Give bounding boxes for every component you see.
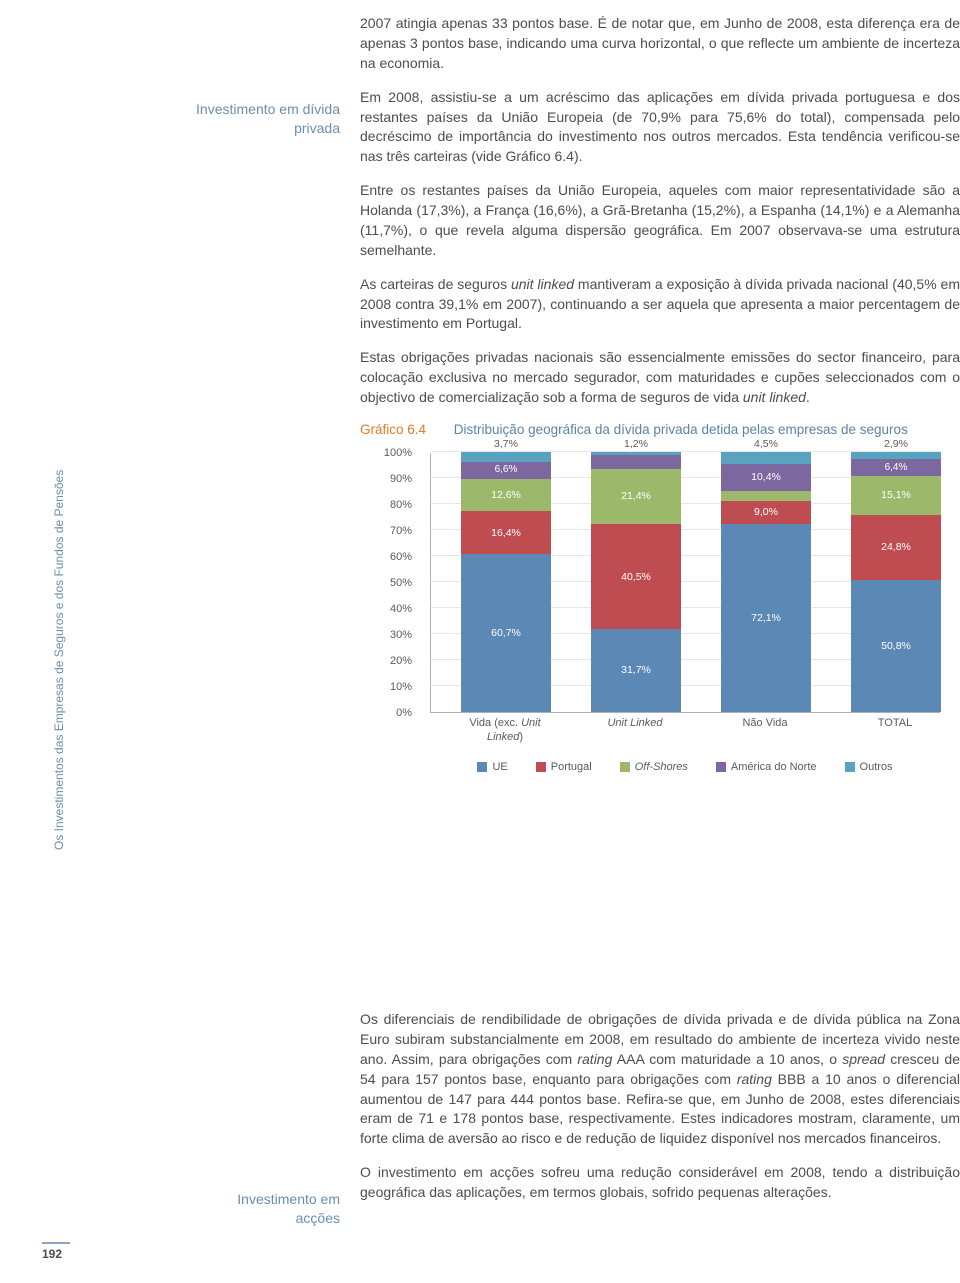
legend-swatch — [845, 762, 855, 772]
text: . — [806, 389, 810, 405]
legend-swatch — [477, 762, 487, 772]
body-block-1: 2007 atingia apenas 33 pontos base. É de… — [360, 14, 960, 793]
text-italic: spread — [842, 1051, 885, 1067]
legend-swatch — [536, 762, 546, 772]
paragraph: 2007 atingia apenas 33 pontos base. É de… — [360, 14, 960, 74]
legend-swatch — [620, 762, 630, 772]
y-tick: 100% — [384, 447, 412, 459]
legend-item-offshores: Off-Shores — [620, 761, 688, 773]
segment-outros — [721, 452, 811, 464]
x-label: Não Vida — [720, 717, 810, 731]
sidebar-vertical-title: Os Investimentos das Empresas de Seguros… — [40, 440, 60, 850]
y-tick: 30% — [390, 629, 412, 641]
paragraph: O investimento em acções sofreu uma redu… — [360, 1163, 960, 1203]
legend-item-america: América do Norte — [716, 761, 817, 773]
segment-portugal: 9,0% — [721, 501, 811, 524]
plot-area: 60,7%16,4%12,6%6,6%3,7% 31,7%40,5%21,4%1,… — [430, 453, 940, 713]
y-tick: 50% — [390, 577, 412, 589]
text: Estas obrigações privadas nacionais são … — [360, 349, 960, 405]
text-italic: rating — [577, 1051, 612, 1067]
segment-offshores: 15,1% — [851, 476, 941, 515]
chart-number: Gráfico 6.4 — [360, 422, 426, 437]
text-italic: unit linked — [743, 389, 806, 405]
segment-offshores: 12,6% — [461, 479, 551, 512]
legend-text: Outros — [860, 761, 893, 773]
chart-title-row: Gráfico 6.4 Distribuição geográfica da d… — [360, 422, 960, 437]
legend-text: Portugal — [551, 761, 592, 773]
legend-item-outros: Outros — [845, 761, 893, 773]
y-tick: 20% — [390, 655, 412, 667]
paragraph: As carteiras de seguros unit linked mant… — [360, 275, 960, 335]
segment-label-outside: 2,9% — [884, 438, 908, 450]
bar-0: 60,7%16,4%12,6%6,6%3,7% — [461, 452, 551, 712]
paragraph: Entre os restantes países da União Europ… — [360, 181, 960, 261]
segment-america: 10,4% — [721, 464, 811, 491]
y-tick: 0% — [396, 707, 412, 719]
margin-note-accoes: Investimento em acções — [110, 1190, 340, 1228]
margin-note-line: acções — [110, 1209, 340, 1228]
chart-legend: UE Portugal Off-Shores América do Norte Outr… — [430, 761, 940, 773]
legend-text: UE — [492, 761, 507, 773]
segment-ue: 31,7% — [591, 629, 681, 711]
legend-text: América do Norte — [731, 761, 817, 773]
paragraph: Os diferenciais de rendibilidade de obri… — [360, 1010, 960, 1149]
margin-note-line: Investimento em dívida — [110, 100, 340, 119]
bar-2: 72,1%9,0%10,4%4,5% — [721, 452, 811, 712]
segment-label-outside: 3,7% — [494, 438, 518, 450]
segment-offshores — [721, 491, 811, 501]
segment-ue: 50,8% — [851, 580, 941, 712]
x-label: Vida (exc. UnitLinked) — [460, 717, 550, 745]
y-tick: 10% — [390, 681, 412, 693]
y-tick: 70% — [390, 525, 412, 537]
paragraph: Estas obrigações privadas nacionais são … — [360, 348, 960, 408]
segment-outros — [461, 452, 551, 462]
segment-america: 6,4% — [851, 459, 941, 476]
margin-note-line: Investimento em — [110, 1190, 340, 1209]
y-tick: 60% — [390, 551, 412, 563]
segment-outros — [851, 452, 941, 460]
sidebar-text: Os Investimentos das Empresas de Seguros… — [52, 470, 66, 850]
y-axis: 0%10%20%30%40%50%60%70%80%90%100% — [360, 453, 420, 713]
stacked-bar-chart: 0%10%20%30%40%50%60%70%80%90%100% 60,7%1… — [360, 453, 960, 793]
y-tick: 80% — [390, 499, 412, 511]
y-tick: 90% — [390, 473, 412, 485]
legend-text: Off-Shores — [635, 761, 688, 773]
y-tick: 40% — [390, 603, 412, 615]
segment-portugal: 24,8% — [851, 515, 941, 579]
segment-label-outside: 1,2% — [624, 438, 648, 450]
bar-3: 50,8%24,8%15,1%6,4%2,9% — [851, 452, 941, 712]
x-label: TOTAL — [850, 717, 940, 731]
page-number: 192 — [42, 1242, 70, 1261]
text-italic: rating — [737, 1071, 772, 1087]
paragraph: Em 2008, assistiu-se a um acréscimo das … — [360, 88, 960, 168]
bar-1: 31,7%40,5%21,4%1,2% — [591, 452, 681, 712]
segment-portugal: 40,5% — [591, 524, 681, 629]
margin-note-divida-privada: Investimento em dívida privada — [110, 100, 340, 138]
segment-america — [591, 455, 681, 469]
segment-america: 6,6% — [461, 462, 551, 479]
legend-item-ue: UE — [477, 761, 507, 773]
text-italic: unit linked — [511, 276, 574, 292]
segment-label-outside: 4,5% — [754, 438, 778, 450]
x-label: Unit Linked — [590, 717, 680, 731]
text: As carteiras de seguros — [360, 276, 511, 292]
chart-title: Distribuição geográfica da dívida privad… — [454, 422, 908, 437]
segment-portugal: 16,4% — [461, 511, 551, 554]
text: AAA com maturidade a 10 anos, o — [612, 1051, 842, 1067]
segment-offshores: 21,4% — [591, 469, 681, 525]
body-block-2: Os diferenciais de rendibilidade de obri… — [360, 1010, 960, 1217]
segment-ue: 72,1% — [721, 524, 811, 711]
margin-note-line: privada — [110, 119, 340, 138]
x-axis-labels: Vida (exc. UnitLinked) Unit Linked Não Vid… — [430, 717, 940, 757]
legend-swatch — [716, 762, 726, 772]
legend-item-portugal: Portugal — [536, 761, 592, 773]
segment-ue: 60,7% — [461, 554, 551, 712]
